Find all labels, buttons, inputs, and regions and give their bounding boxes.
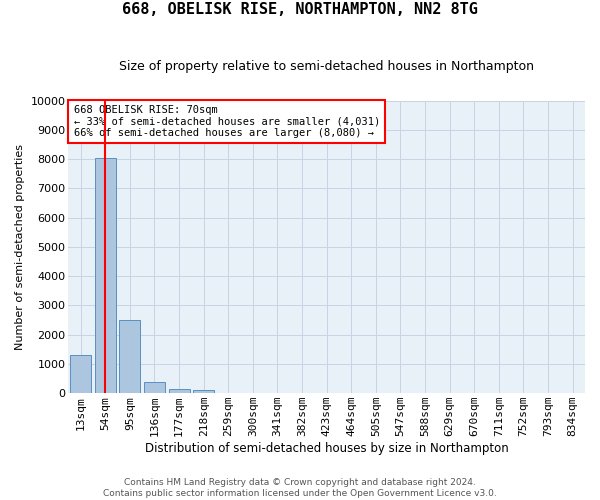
Text: 668, OBELISK RISE, NORTHAMPTON, NN2 8TG: 668, OBELISK RISE, NORTHAMPTON, NN2 8TG <box>122 2 478 18</box>
Y-axis label: Number of semi-detached properties: Number of semi-detached properties <box>15 144 25 350</box>
Bar <box>119 320 140 393</box>
Text: 668 OBELISK RISE: 70sqm
← 33% of semi-detached houses are smaller (4,031)
66% of: 668 OBELISK RISE: 70sqm ← 33% of semi-de… <box>74 105 380 138</box>
Title: Size of property relative to semi-detached houses in Northampton: Size of property relative to semi-detach… <box>119 60 534 73</box>
Bar <box>95 158 116 393</box>
Text: Contains HM Land Registry data © Crown copyright and database right 2024.
Contai: Contains HM Land Registry data © Crown c… <box>103 478 497 498</box>
Bar <box>193 390 214 393</box>
Bar <box>70 355 91 393</box>
X-axis label: Distribution of semi-detached houses by size in Northampton: Distribution of semi-detached houses by … <box>145 442 509 455</box>
Bar <box>144 382 165 393</box>
Bar <box>169 388 190 393</box>
